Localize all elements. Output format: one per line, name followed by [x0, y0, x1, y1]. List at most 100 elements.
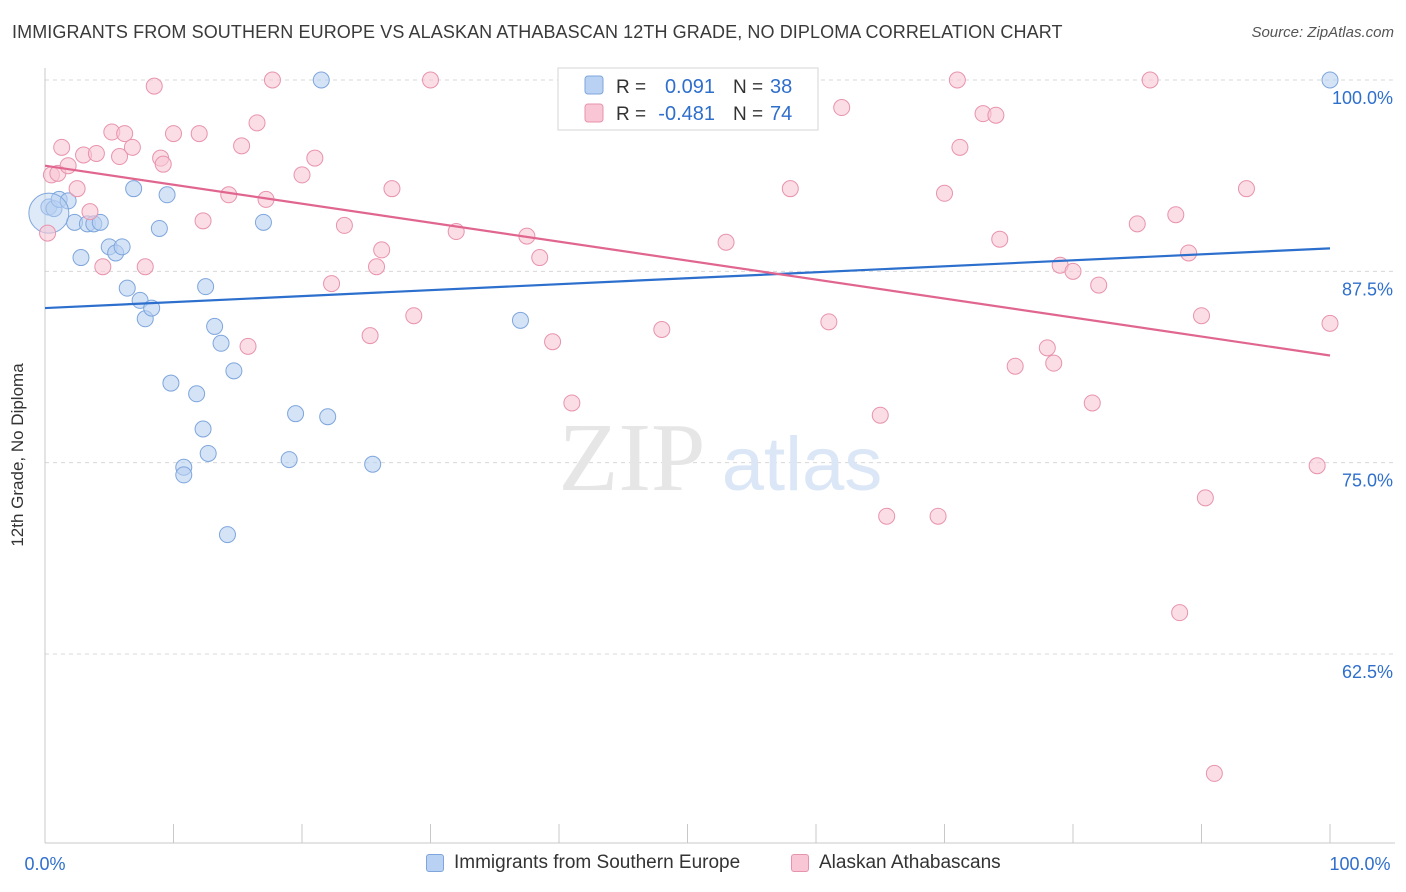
trend-lines — [44, 164, 1331, 357]
data-point — [1193, 307, 1210, 325]
data-point — [145, 77, 163, 95]
data-point — [53, 138, 71, 156]
stats-r-label: R = — [616, 77, 646, 98]
data-point — [116, 125, 134, 143]
data-point — [87, 144, 105, 162]
data-point — [1167, 206, 1185, 224]
data-point — [1128, 215, 1146, 233]
data-point — [1321, 314, 1339, 332]
data-point — [39, 224, 57, 242]
data-point — [59, 157, 77, 175]
axis-ticks — [173, 824, 1331, 843]
data-point — [125, 180, 143, 198]
data-point — [136, 258, 154, 276]
data-point — [293, 166, 311, 184]
legend-item-athabascan: Alaskan Athabascans — [791, 852, 1001, 874]
data-point — [1237, 180, 1255, 198]
stats-r-value: -0.481 — [658, 103, 715, 125]
data-point — [118, 279, 136, 297]
stats-n-value: 38 — [770, 76, 792, 98]
data-point — [361, 327, 379, 345]
data-point — [1006, 357, 1024, 375]
y-tick-label: 75.0% — [1342, 471, 1393, 491]
stats-legend-swatch-pink — [584, 103, 604, 123]
data-point — [364, 455, 382, 473]
data-point — [72, 249, 90, 267]
stats-n-label: N = — [733, 77, 763, 98]
watermark-atlas: atlas — [722, 422, 883, 507]
data-point — [68, 180, 86, 198]
data-point — [373, 241, 391, 259]
data-point — [563, 394, 581, 412]
data-point — [335, 216, 353, 234]
data-point — [833, 99, 851, 117]
data-point — [1171, 604, 1189, 622]
data-point — [150, 219, 168, 237]
data-point — [199, 444, 217, 462]
data-point — [188, 385, 206, 403]
x-tick-labels: 0.0% 100.0% — [24, 854, 1390, 874]
data-point — [123, 138, 141, 156]
data-point — [368, 258, 386, 276]
legend-label: Immigrants from Southern Europe — [454, 852, 741, 873]
trend-line-blue — [44, 247, 1331, 310]
data-point — [1141, 71, 1159, 89]
data-point — [94, 258, 112, 276]
data-point — [194, 420, 212, 438]
stats-legend-swatch-blue — [584, 75, 604, 95]
data-point — [212, 334, 230, 352]
data-point — [306, 149, 324, 167]
data-point — [154, 155, 172, 173]
data-point — [239, 337, 257, 355]
data-point — [319, 408, 337, 426]
data-point — [544, 333, 562, 351]
y-tick-labels: 62.5% 75.0% 87.5% 100.0% — [1332, 88, 1393, 682]
stats-n-value: 74 — [770, 103, 792, 125]
data-point — [1064, 262, 1082, 280]
x-tick-label: 0.0% — [24, 854, 65, 874]
grid-lines — [45, 79, 1395, 655]
data-point — [717, 233, 735, 251]
data-point — [158, 186, 176, 204]
trend-line-pink — [44, 164, 1331, 357]
data-point — [948, 71, 966, 89]
series-legend: Immigrants from Southern Europe Alaskan … — [0, 852, 1406, 878]
data-point — [263, 71, 281, 89]
data-point — [878, 507, 896, 525]
data-point — [165, 125, 182, 143]
data-point — [1321, 71, 1339, 89]
legend-swatch-blue — [426, 854, 444, 872]
watermark-zip: ZIP — [559, 404, 706, 512]
data-point — [820, 313, 838, 331]
data-point — [81, 203, 99, 221]
y-axis-label: 12th Grade, No Diploma — [8, 363, 27, 547]
data-point — [871, 406, 889, 424]
data-point — [190, 125, 208, 143]
chart-title: IMMIGRANTS FROM SOUTHERN EUROPE VS ALASK… — [12, 22, 1063, 42]
data-point — [991, 230, 1009, 248]
x-tick-label: 100.0% — [1329, 854, 1390, 874]
data-point — [1180, 244, 1198, 262]
data-point — [1205, 764, 1223, 782]
data-point — [531, 249, 549, 267]
data-point — [951, 138, 969, 156]
stats-r-value: 0.091 — [665, 76, 715, 98]
source-credit: Source: ZipAtlas.com — [1251, 24, 1394, 41]
data-point — [653, 320, 671, 338]
data-point — [194, 212, 212, 230]
data-point — [111, 148, 129, 166]
data-point — [929, 507, 947, 525]
data-point — [113, 238, 131, 256]
data-point — [987, 106, 1005, 124]
data-point — [1038, 339, 1056, 357]
data-point — [248, 114, 266, 132]
data-point — [225, 362, 243, 380]
y-tick-label: 87.5% — [1342, 279, 1393, 299]
legend-item-southern-europe: Immigrants from Southern Europe — [426, 852, 740, 874]
watermark: ZIP atlas — [559, 404, 883, 512]
y-tick-label: 100.0% — [1332, 88, 1393, 108]
data-point — [312, 71, 330, 89]
legend-label: Alaskan Athabascans — [819, 852, 1001, 873]
data-point — [162, 374, 180, 392]
data-point — [280, 451, 298, 469]
